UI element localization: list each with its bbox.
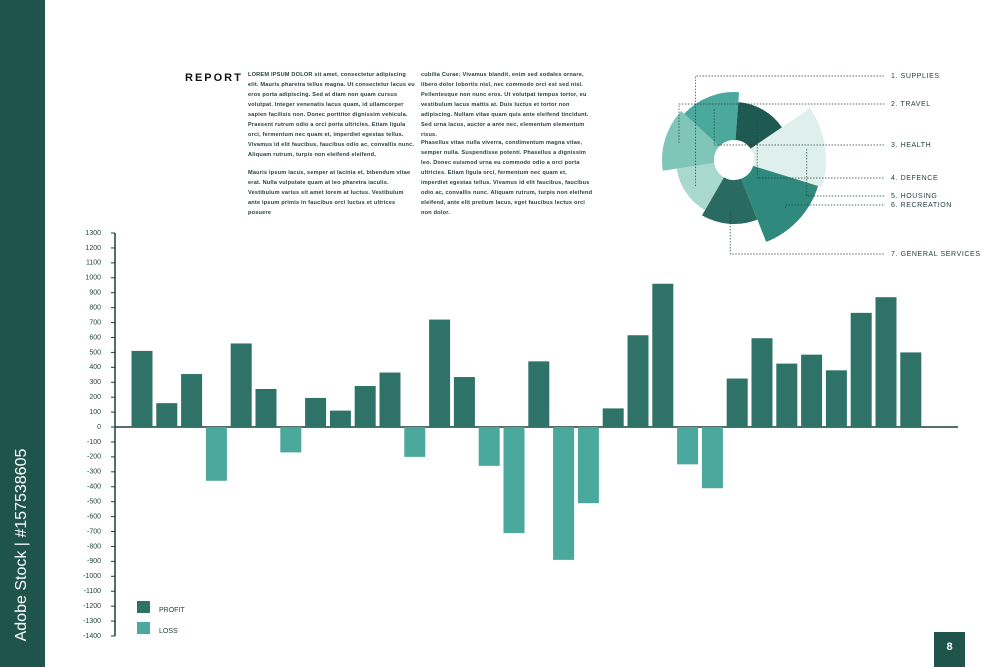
bar [553, 427, 575, 560]
page-number: 8 [934, 632, 965, 667]
y-tick-label: -1100 [84, 588, 101, 595]
y-tick-label: -500 [87, 499, 101, 506]
leader-line [756, 119, 885, 179]
leader-line [678, 103, 885, 144]
legend-swatch [137, 601, 150, 613]
leader-line [729, 211, 885, 255]
bar [379, 372, 401, 428]
leader-line [806, 149, 885, 197]
y-tick-label: -700 [87, 528, 101, 535]
y-tick-label: 1000 [85, 275, 101, 282]
bar [429, 319, 451, 428]
report-title: REPORT [185, 72, 243, 84]
bar [453, 377, 475, 428]
paragraph: Phasellus vitae nulla viverra, condiment… [421, 140, 593, 216]
rose-label: 1. SUPPLIES [891, 73, 940, 80]
bar [801, 354, 823, 428]
rose-label: 3. HEALTH [891, 142, 931, 149]
bar [354, 385, 376, 428]
y-tick-label: -1200 [83, 603, 101, 610]
rose-label: 5. HOUSING [891, 193, 937, 200]
bar [677, 427, 699, 465]
bar [503, 427, 525, 534]
y-tick-label: -1000 [83, 573, 101, 580]
bar [577, 427, 599, 504]
leader-line [695, 75, 885, 187]
legend-label: PROFIT [159, 607, 185, 614]
bar [627, 335, 649, 428]
y-tick-label: 400 [89, 364, 101, 371]
bar [280, 427, 302, 453]
bar [305, 397, 327, 428]
bar [205, 427, 227, 481]
bar [652, 283, 674, 428]
y-tick-label: 800 [89, 304, 101, 311]
sidebar [0, 0, 45, 667]
rose-sector [741, 165, 819, 242]
bar [181, 374, 203, 428]
y-tick-label: -100 [87, 439, 101, 446]
bar [825, 370, 847, 428]
y-tick-label: 900 [89, 290, 101, 297]
bar [478, 427, 500, 466]
rose-sector [735, 102, 782, 149]
y-tick-label: 1100 [86, 260, 101, 267]
bar [776, 363, 798, 428]
bar [751, 338, 773, 428]
bar [875, 297, 897, 428]
bar [329, 410, 351, 428]
y-tick-label: 0 [97, 424, 101, 431]
y-tick-label: 1300 [85, 230, 101, 237]
bar [900, 352, 922, 428]
rose-label: 2. TRAVEL [891, 101, 931, 108]
bar [701, 427, 723, 489]
y-tick-label: -800 [87, 543, 101, 550]
leader-line [785, 204, 885, 208]
y-tick-label: 200 [89, 394, 101, 401]
bar [230, 343, 252, 428]
y-tick-label: 700 [89, 319, 101, 326]
y-tick-label: 500 [89, 349, 101, 356]
bar [131, 350, 153, 428]
rose-label: 6. RECREATION [891, 202, 952, 209]
bar [602, 408, 624, 428]
rose-label: 7. GENERAL SERVICES [891, 251, 981, 258]
y-tick-label: -600 [87, 513, 101, 520]
legend-swatch [137, 622, 150, 634]
rose-sector [684, 92, 740, 147]
bar [726, 378, 748, 428]
y-tick-label: 100 [89, 409, 101, 416]
paragraph: cubilia Curae; Vivamus blandit, enim sed… [421, 72, 589, 138]
legend-label: LOSS [159, 628, 178, 635]
y-tick-label: 300 [89, 379, 101, 386]
bar [156, 403, 178, 428]
rose-sector [702, 177, 758, 224]
rose-sector [676, 162, 724, 211]
y-tick-label: -900 [87, 558, 101, 565]
y-tick-label: -200 [87, 454, 101, 461]
y-tick-label: -300 [87, 469, 101, 476]
y-tick-label: -1300 [83, 618, 101, 625]
y-tick-label: -400 [87, 484, 101, 491]
rose-sector [662, 111, 720, 171]
bar [255, 388, 277, 428]
paragraph: Mauris ipsum lacus, semper at lacinia et… [248, 170, 411, 216]
rose-label: 4. DEFENCE [891, 175, 938, 182]
y-tick-label: -1400 [83, 633, 101, 640]
bar [404, 427, 426, 457]
rose-sector [750, 108, 827, 188]
paragraph: LOREM IPSUM DOLOR sit amet, consectetur … [248, 72, 415, 158]
y-tick-label: 1200 [85, 245, 101, 252]
y-tick-label: 600 [89, 334, 101, 341]
bar [528, 361, 550, 428]
bar [850, 312, 872, 428]
